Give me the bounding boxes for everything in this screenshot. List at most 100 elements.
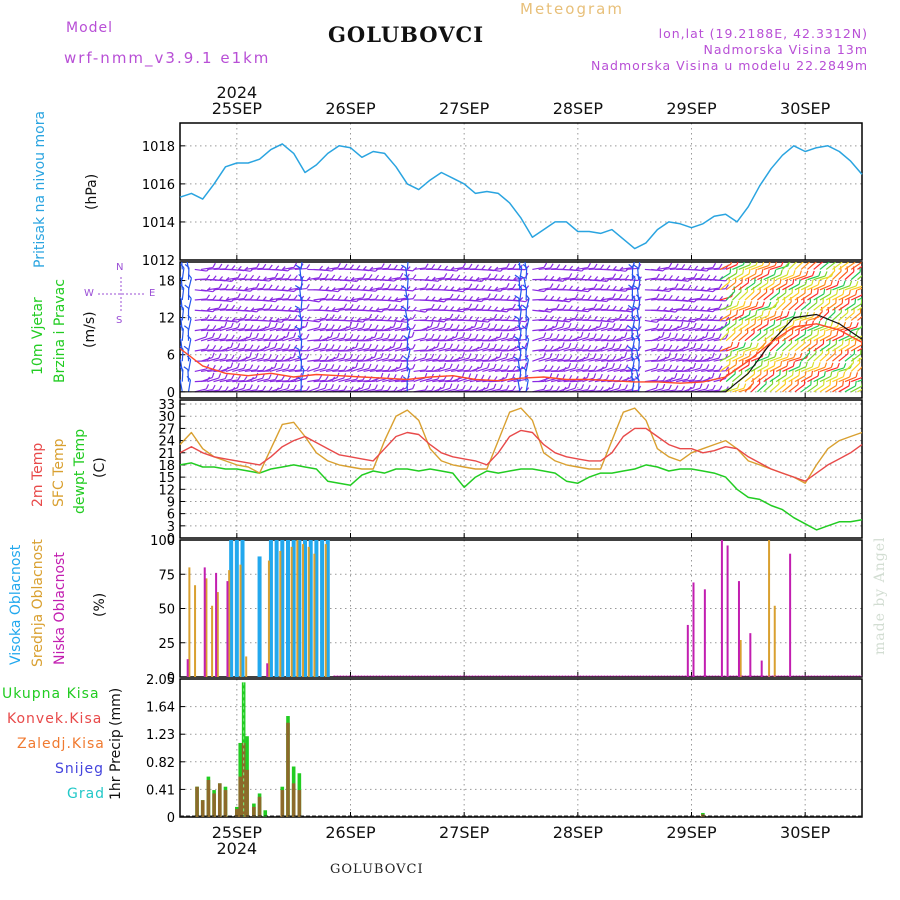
cloud-bar — [285, 540, 290, 677]
cloud-bar — [268, 540, 273, 677]
sfc-temp-ylabel: SFC Temp — [51, 438, 67, 507]
precip-bar — [291, 783, 296, 817]
cloud-bar — [737, 581, 740, 677]
pressure-frame — [179, 122, 863, 261]
y-tick-label: 33 — [158, 398, 175, 413]
cloud-bar — [228, 570, 231, 677]
date-label-bottom: 28SEP — [553, 823, 604, 842]
cloud-bar — [739, 640, 742, 677]
y-tick-label: 25 — [158, 637, 175, 652]
cloud-bar — [749, 633, 752, 677]
cloud-bar — [314, 540, 319, 677]
legend-snow: Snijeg — [55, 761, 105, 777]
temp-unit: (C) — [92, 457, 108, 478]
wind-ylabel-2: Brzina i Pravac — [52, 279, 68, 383]
legend-hail: Grad — [67, 786, 106, 802]
y-tick-label: 1014 — [142, 216, 175, 231]
cloud-bar — [267, 560, 270, 677]
precip-ylabel: 1hr Precip — [108, 729, 124, 800]
precipitation-frame — [179, 678, 863, 818]
wind-barbs — [180, 262, 862, 393]
precip-bar — [235, 808, 239, 817]
cloud-bar — [320, 540, 325, 677]
y-tick-label: 0 — [167, 532, 175, 547]
pressure-panel: 1012 1014 1016 1018 — [142, 122, 863, 269]
cloud-bar — [692, 582, 695, 677]
precip-bar — [238, 776, 243, 817]
precip-bar — [195, 786, 199, 817]
y-tick-label: 21 — [158, 447, 175, 462]
precip-bar — [206, 779, 211, 817]
model-name: wrf-nmm_v3.9.1 e1km — [64, 49, 271, 67]
cloud-bar — [279, 550, 282, 677]
legend-total-rain: Ukupna Kisa — [2, 686, 100, 702]
clouds-frame — [179, 539, 863, 678]
cloud-bar — [325, 540, 330, 677]
cloud-bar — [234, 540, 239, 677]
precip-bar — [200, 800, 205, 817]
cloud-bar — [768, 540, 771, 677]
precipitation-panel: 0 0.41 0.82 1.23 1.64 2.05 — [146, 673, 863, 826]
dewpt-ylabel: dewpt Temp — [72, 428, 88, 514]
lonlat-label: lon,lat (19.2188E, 42.3312N) — [658, 26, 868, 41]
precip-bar — [217, 783, 222, 817]
meteogram-label: Meteogram — [520, 0, 624, 18]
y-tick-label: 18 — [158, 459, 175, 474]
date-label-bottom: 27SEP — [439, 823, 490, 842]
precip-bar — [280, 790, 285, 817]
cloud-bar — [760, 660, 763, 677]
y-tick-label: 1.64 — [146, 701, 175, 716]
cloud-bar — [266, 663, 269, 677]
wind-ylabel: 10m Vjetar — [30, 297, 46, 375]
cloud-bar — [229, 540, 234, 677]
wind-frame — [179, 261, 863, 399]
cloud-bar — [307, 546, 310, 677]
pressure-ylabel: Pritisak na nivou mora — [32, 110, 48, 268]
y-tick-label: 1016 — [142, 178, 175, 193]
cloud-bar — [188, 567, 191, 677]
cloud-bar — [291, 540, 296, 677]
precip-bar — [286, 722, 290, 817]
precip-bar — [245, 769, 249, 817]
compass-s: S — [116, 315, 123, 326]
cloud-bar — [308, 540, 313, 677]
cloud-bar — [215, 572, 218, 677]
y-tick-label: 15 — [158, 471, 175, 486]
model-label: Model — [66, 20, 114, 36]
cloud-bar — [313, 553, 316, 677]
cloud-bar — [186, 659, 189, 677]
y-tick-label: 1.23 — [146, 728, 175, 743]
cloud-bar — [297, 540, 302, 677]
cloud-bar — [726, 545, 729, 677]
compass-rose — [98, 277, 146, 311]
y-tick-label: 0 — [167, 671, 175, 686]
y-tick-label: 75 — [158, 568, 175, 583]
cloud-bar — [773, 605, 776, 677]
y-tick-label: 6 — [167, 508, 175, 523]
precip-unit: (mm) — [108, 687, 124, 726]
cloud-unit: (%) — [92, 592, 108, 617]
y-tick-label: 27 — [158, 422, 175, 437]
y-tick-label: 30 — [158, 410, 175, 425]
station-title: GOLUBOVCI — [328, 22, 485, 47]
elevation-label: Nadmorska Visina 13m — [703, 42, 868, 57]
cloud-bar — [203, 567, 206, 677]
precip-bar — [252, 806, 256, 817]
cloud-high-ylabel: Visoka Oblacnost — [8, 544, 24, 665]
compass-w: W — [84, 288, 94, 299]
date-label-bottom: 29SEP — [666, 823, 717, 842]
wind-speed-line — [179, 323, 863, 384]
cloud-bar — [245, 656, 248, 677]
cloud-bar — [789, 553, 792, 677]
legend-freezing-rain: Zaledj.Kisa — [17, 736, 105, 752]
precip-bar — [212, 793, 216, 817]
cloud-bar — [239, 564, 242, 677]
wind-gust-line — [180, 313, 863, 393]
y-tick-label: 24 — [158, 435, 175, 450]
y-tick-label: 0 — [167, 811, 175, 826]
y-tick-label: 100 — [150, 534, 175, 549]
cloud-bar — [686, 624, 689, 677]
y-tick-label: 0.41 — [146, 783, 175, 798]
